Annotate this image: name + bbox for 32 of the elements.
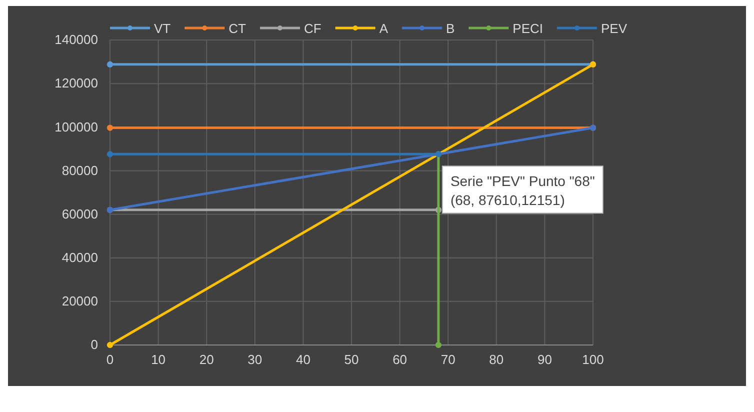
y-tick-label: 0 <box>90 337 98 352</box>
x-tick-label: 50 <box>344 352 359 368</box>
point <box>435 342 442 348</box>
x-tick-label: 20 <box>199 352 214 368</box>
legend-label: CF <box>304 21 322 36</box>
x-tick-label: 30 <box>248 352 262 368</box>
x-tick-label: 0 <box>106 352 114 368</box>
point <box>106 342 114 348</box>
y-tick-label: 80000 <box>62 162 98 178</box>
annotation: Serie "PEV" Punto "68" (68, 87610,12151) <box>450 173 595 208</box>
x-tick-label: 100 <box>582 352 604 368</box>
y-tick-label: 140000 <box>54 32 98 48</box>
x-tick-label: 60 <box>392 352 408 368</box>
x-tick-label: 10 <box>151 352 166 368</box>
y-tick-label: 20000 <box>62 294 98 309</box>
legend-label: VT <box>154 21 171 36</box>
y-tick-label: 40000 <box>62 250 98 266</box>
legend-label: B <box>446 21 455 36</box>
point <box>106 124 114 131</box>
legend-label: CT <box>228 21 246 36</box>
y-tick-label: 120000 <box>54 76 98 91</box>
point <box>106 151 114 158</box>
x-tick-label: 40 <box>296 352 310 368</box>
legend-label: PEV <box>601 21 628 36</box>
x-tick-label: 70 <box>440 352 456 368</box>
legend-label: A <box>379 21 388 36</box>
x-tick-label: 90 <box>537 352 552 368</box>
point <box>106 61 114 68</box>
x-tick-label: 80 <box>489 352 504 368</box>
y-tick-label: 60000 <box>62 206 98 222</box>
y-tick-label: 100000 <box>54 119 98 134</box>
legend-label: PECI <box>512 21 543 36</box>
